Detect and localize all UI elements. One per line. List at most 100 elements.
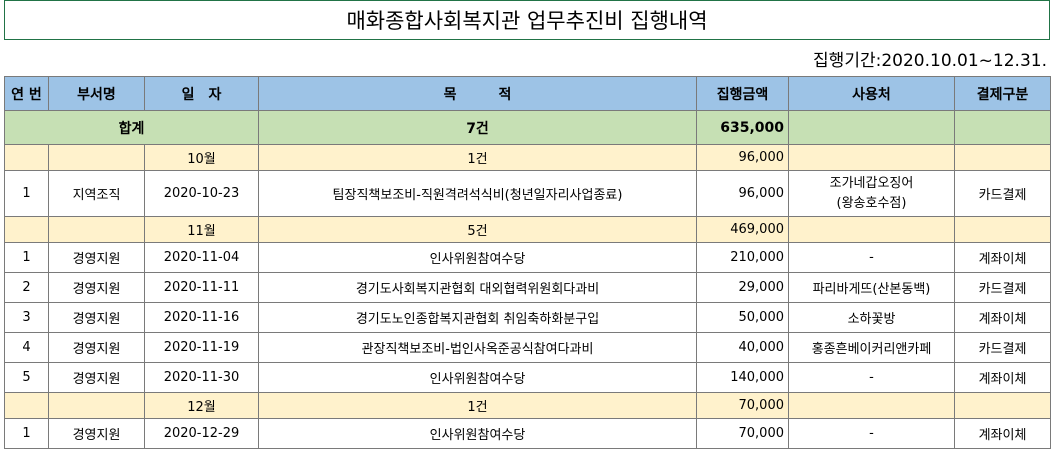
row-dept[interactable]: 경영지원	[48, 362, 145, 393]
row-payment[interactable]: 계좌이체	[954, 362, 1051, 393]
total-row: 합계 7건 635,000	[4, 110, 1051, 145]
month-dept-empty[interactable]	[48, 392, 145, 419]
month-payment-empty[interactable]	[954, 144, 1051, 171]
row-payment[interactable]: 카드결제	[954, 170, 1051, 217]
expense-table: 연 번 부서명 일 자 목 적 집행금액 사용처 결제구분 합계 7건 635,…	[4, 76, 1051, 449]
row-purpose[interactable]: 인사위원참여수당	[258, 418, 697, 449]
row-dept[interactable]: 경영지원	[48, 418, 145, 449]
row-date[interactable]: 2020-12-29	[144, 418, 259, 449]
row-purpose[interactable]: 경기도노인종합복지관협회 취임축하화분구입	[258, 302, 697, 333]
month-payment-empty[interactable]	[954, 216, 1051, 243]
row-purpose[interactable]: 경기도사회복지관협회 대외협력위원회다과비	[258, 272, 697, 303]
month-label[interactable]: 10월	[144, 144, 259, 171]
row-vendor[interactable]: 소하꽃방	[788, 302, 955, 333]
row-no[interactable]: 4	[4, 332, 49, 363]
row-no[interactable]: 5	[4, 362, 49, 393]
table-row: 1 경영지원 2020-11-04 인사위원참여수당 210,000 - 계좌이…	[4, 242, 1051, 273]
table-row: 2 경영지원 2020-11-11 경기도사회복지관협회 대외협력위원회다과비 …	[4, 272, 1051, 303]
row-vendor-line1: 조가네갑오징어	[829, 175, 914, 191]
row-amount[interactable]: 210,000	[696, 242, 789, 273]
row-amount[interactable]: 50,000	[696, 302, 789, 333]
month-count[interactable]: 1건	[258, 392, 697, 419]
header-row: 연 번 부서명 일 자 목 적 집행금액 사용처 결제구분	[4, 76, 1051, 111]
header-date[interactable]: 일 자	[144, 76, 259, 111]
header-amount[interactable]: 집행금액	[696, 76, 789, 111]
total-payment-empty[interactable]	[954, 110, 1051, 145]
table-row: 4 경영지원 2020-11-19 관장직책보조비-법인사옥준공식참여다과비 4…	[4, 332, 1051, 363]
row-amount[interactable]: 96,000	[696, 170, 789, 217]
total-vendor-empty[interactable]	[788, 110, 955, 145]
row-date[interactable]: 2020-11-30	[144, 362, 259, 393]
row-no[interactable]: 1	[4, 418, 49, 449]
total-count[interactable]: 7건	[258, 110, 697, 145]
month-dept-empty[interactable]	[48, 144, 145, 171]
row-dept[interactable]: 경영지원	[48, 272, 145, 303]
row-date[interactable]: 2020-11-19	[144, 332, 259, 363]
row-dept[interactable]: 경영지원	[48, 302, 145, 333]
row-vendor[interactable]: -	[788, 242, 955, 273]
row-vendor[interactable]: 조가네갑오징어 (왕송호수점)	[788, 170, 955, 217]
table-row: 5 경영지원 2020-11-30 인사위원참여수당 140,000 - 계좌이…	[4, 362, 1051, 393]
month-amount[interactable]: 96,000	[696, 144, 789, 171]
month-amount[interactable]: 469,000	[696, 216, 789, 243]
table-row: 3 경영지원 2020-11-16 경기도노인종합복지관협회 취임축하화분구입 …	[4, 302, 1051, 333]
month-row-december: 12월 1건 70,000	[4, 392, 1051, 419]
month-payment-empty[interactable]	[954, 392, 1051, 419]
month-amount[interactable]: 70,000	[696, 392, 789, 419]
month-no-empty[interactable]	[4, 216, 49, 243]
row-vendor-line2: (왕송호수점)	[836, 195, 907, 211]
total-amount[interactable]: 635,000	[696, 110, 789, 145]
month-vendor-empty[interactable]	[788, 216, 955, 243]
row-no[interactable]: 1	[4, 242, 49, 273]
row-payment[interactable]: 카드결제	[954, 272, 1051, 303]
month-label[interactable]: 12월	[144, 392, 259, 419]
row-vendor[interactable]: -	[788, 418, 955, 449]
header-dept[interactable]: 부서명	[48, 76, 145, 111]
month-count[interactable]: 1건	[258, 144, 697, 171]
row-amount[interactable]: 29,000	[696, 272, 789, 303]
header-no[interactable]: 연 번	[4, 76, 49, 111]
row-purpose[interactable]: 인사위원참여수당	[258, 242, 697, 273]
row-payment[interactable]: 카드결제	[954, 332, 1051, 363]
row-dept[interactable]: 경영지원	[48, 242, 145, 273]
row-date[interactable]: 2020-11-04	[144, 242, 259, 273]
month-label[interactable]: 11월	[144, 216, 259, 243]
header-vendor[interactable]: 사용처	[788, 76, 955, 111]
document-title: 매화종합사회복지관 업무추진비 집행내역	[346, 9, 708, 33]
row-amount[interactable]: 40,000	[696, 332, 789, 363]
row-dept[interactable]: 지역조직	[48, 170, 145, 217]
row-purpose[interactable]: 관장직책보조비-법인사옥준공식참여다과비	[258, 332, 697, 363]
row-payment[interactable]: 계좌이체	[954, 302, 1051, 333]
header-purpose[interactable]: 목 적	[258, 76, 697, 111]
month-no-empty[interactable]	[4, 144, 49, 171]
row-no[interactable]: 3	[4, 302, 49, 333]
table-row: 1 경영지원 2020-12-29 인사위원참여수당 70,000 - 계좌이체	[4, 418, 1051, 449]
execution-period: 집행기간:2020.10.01~12.31.	[813, 51, 1047, 71]
row-no[interactable]: 2	[4, 272, 49, 303]
row-payment[interactable]: 계좌이체	[954, 418, 1051, 449]
row-date[interactable]: 2020-11-16	[144, 302, 259, 333]
month-dept-empty[interactable]	[48, 216, 145, 243]
document-title-cell[interactable]: 매화종합사회복지관 업무추진비 집행내역	[4, 0, 1050, 40]
row-dept[interactable]: 경영지원	[48, 332, 145, 363]
header-payment[interactable]: 결제구분	[954, 76, 1051, 111]
table-row: 1 지역조직 2020-10-23 팀장직책보조비-직원격려석식비(청년일자리사…	[4, 170, 1051, 217]
month-no-empty[interactable]	[4, 392, 49, 419]
month-vendor-empty[interactable]	[788, 392, 955, 419]
row-payment[interactable]: 계좌이체	[954, 242, 1051, 273]
row-purpose[interactable]: 인사위원참여수당	[258, 362, 697, 393]
row-amount[interactable]: 140,000	[696, 362, 789, 393]
total-label[interactable]: 합계	[4, 110, 259, 145]
month-vendor-empty[interactable]	[788, 144, 955, 171]
row-date[interactable]: 2020-11-11	[144, 272, 259, 303]
row-amount[interactable]: 70,000	[696, 418, 789, 449]
row-no[interactable]: 1	[4, 170, 49, 217]
month-count[interactable]: 5건	[258, 216, 697, 243]
row-date[interactable]: 2020-10-23	[144, 170, 259, 217]
row-vendor[interactable]: 파리바게뜨(산본동백)	[788, 272, 955, 303]
month-row-november: 11월 5건 469,000	[4, 216, 1051, 243]
month-row-october: 10월 1건 96,000	[4, 144, 1051, 171]
row-vendor[interactable]: -	[788, 362, 955, 393]
row-purpose[interactable]: 팀장직책보조비-직원격려석식비(청년일자리사업종료)	[258, 170, 697, 217]
row-vendor[interactable]: 홍종흔베이커리앤카페	[788, 332, 955, 363]
